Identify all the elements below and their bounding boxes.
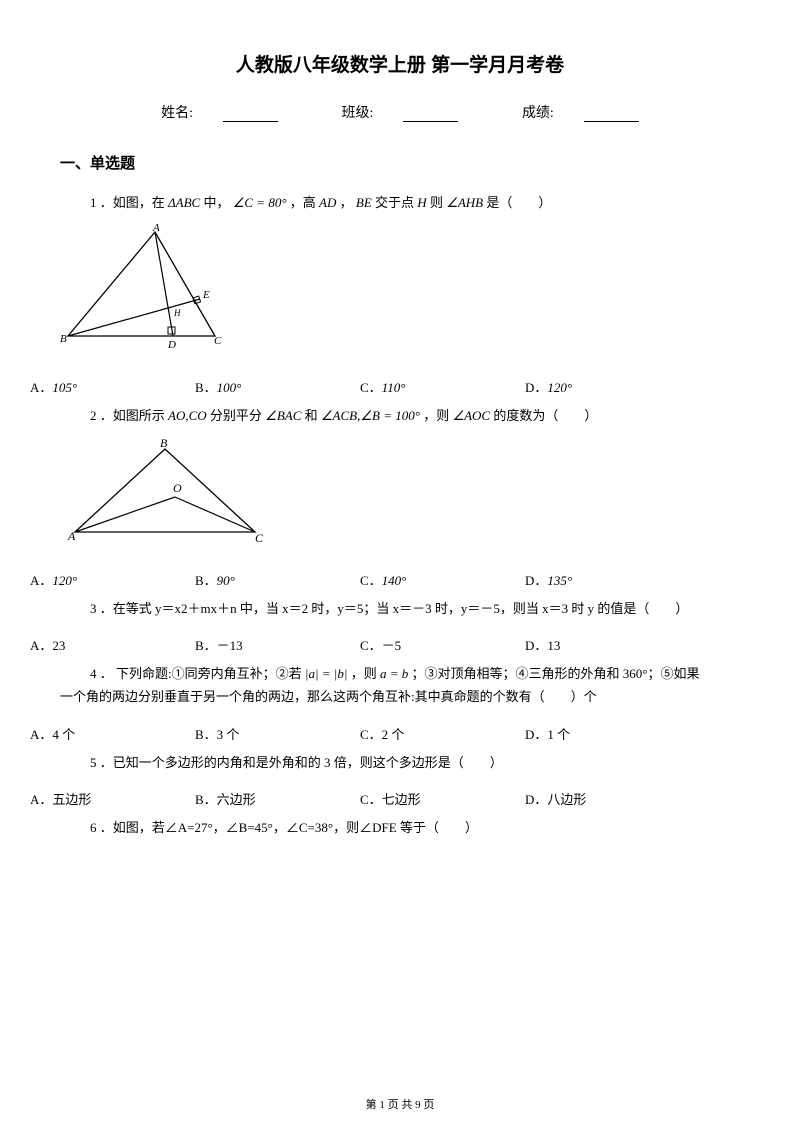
q1-text: 1 ．如图，在 ΔABC 中， ∠C = 80° ，高 AD ， BE 交于点 … bbox=[90, 191, 740, 214]
q4-text: 4 ． 下列命题:①同旁内角互补；②若 |a| = |b| ，则 a = b ；… bbox=[60, 662, 740, 709]
question-6: 6 ．如图，若∠A=27°，∠B=45°，∠C=38°，则∠DFE 等于（ ） bbox=[60, 816, 740, 839]
page-footer: 第 1 页 共 9 页 bbox=[0, 1096, 800, 1112]
section-header: 一、单选题 bbox=[60, 152, 740, 173]
q2-options: A．120° B．90° C．140° D．135° bbox=[30, 570, 740, 589]
q5-text: 5 ．已知一个多边形的内角和是外角和的 3 倍，则这个多边形是（ ） bbox=[90, 751, 740, 774]
name-blank[interactable] bbox=[223, 108, 278, 122]
class-blank[interactable] bbox=[403, 108, 458, 122]
svg-text:A: A bbox=[152, 224, 160, 234]
q1-options: A．105° B．100° C．110° D．120° bbox=[30, 377, 740, 396]
svg-text:B: B bbox=[160, 437, 168, 450]
svg-text:D: D bbox=[167, 339, 176, 351]
question-5: 5 ．已知一个多边形的内角和是外角和的 3 倍，则这个多边形是（ ） bbox=[60, 751, 740, 774]
question-2: 2 ．如图所示 AO,CO 分别平分 ∠BAC 和 ∠ACB,∠B = 100°… bbox=[60, 404, 740, 555]
q2-text: 2 ．如图所示 AO,CO 分别平分 ∠BAC 和 ∠ACB,∠B = 100°… bbox=[90, 404, 740, 427]
svg-text:C: C bbox=[214, 335, 222, 347]
class-label: 班级: bbox=[342, 106, 374, 121]
svg-text:A: A bbox=[67, 529, 76, 543]
q2-figure: A B C O bbox=[60, 437, 740, 554]
q4-options: A．4 个 B．3 个 C．2 个 D．1 个 bbox=[30, 724, 740, 743]
q3-text: 3 ．在等式 y＝x2＋mx＋n 中，当 x＝2 时，y＝5；当 x＝－3 时，… bbox=[90, 597, 740, 620]
svg-text:B: B bbox=[60, 333, 67, 345]
q6-text: 6 ．如图，若∠A=27°，∠B=45°，∠C=38°，则∠DFE 等于（ ） bbox=[90, 816, 740, 839]
question-4: 4 ． 下列命题:①同旁内角互补；②若 |a| = |b| ，则 a = b ；… bbox=[60, 662, 740, 709]
name-label: 姓名: bbox=[161, 106, 193, 121]
svg-text:C: C bbox=[255, 531, 264, 545]
svg-text:H: H bbox=[173, 308, 181, 318]
question-1: 1 ．如图，在 ΔABC 中， ∠C = 80° ，高 AD ， BE 交于点 … bbox=[60, 191, 740, 362]
exam-title: 人教版八年级数学上册 第一学月月考卷 bbox=[60, 50, 740, 77]
score-blank[interactable] bbox=[584, 108, 639, 122]
q1-figure: A B C D E H bbox=[60, 224, 740, 361]
q5-options: A．五边形 B．六边形 C．七边形 D．八边形 bbox=[30, 789, 740, 808]
question-3: 3 ．在等式 y＝x2＋mx＋n 中，当 x＝2 时，y＝5；当 x＝－3 时，… bbox=[60, 597, 740, 620]
student-info-row: 姓名: 班级: 成绩: bbox=[60, 102, 740, 122]
svg-text:E: E bbox=[202, 289, 210, 301]
svg-text:O: O bbox=[173, 481, 182, 495]
score-label: 成绩: bbox=[522, 106, 554, 121]
q3-options: A．23 B．－13 C．－5 D．13 bbox=[30, 635, 740, 654]
